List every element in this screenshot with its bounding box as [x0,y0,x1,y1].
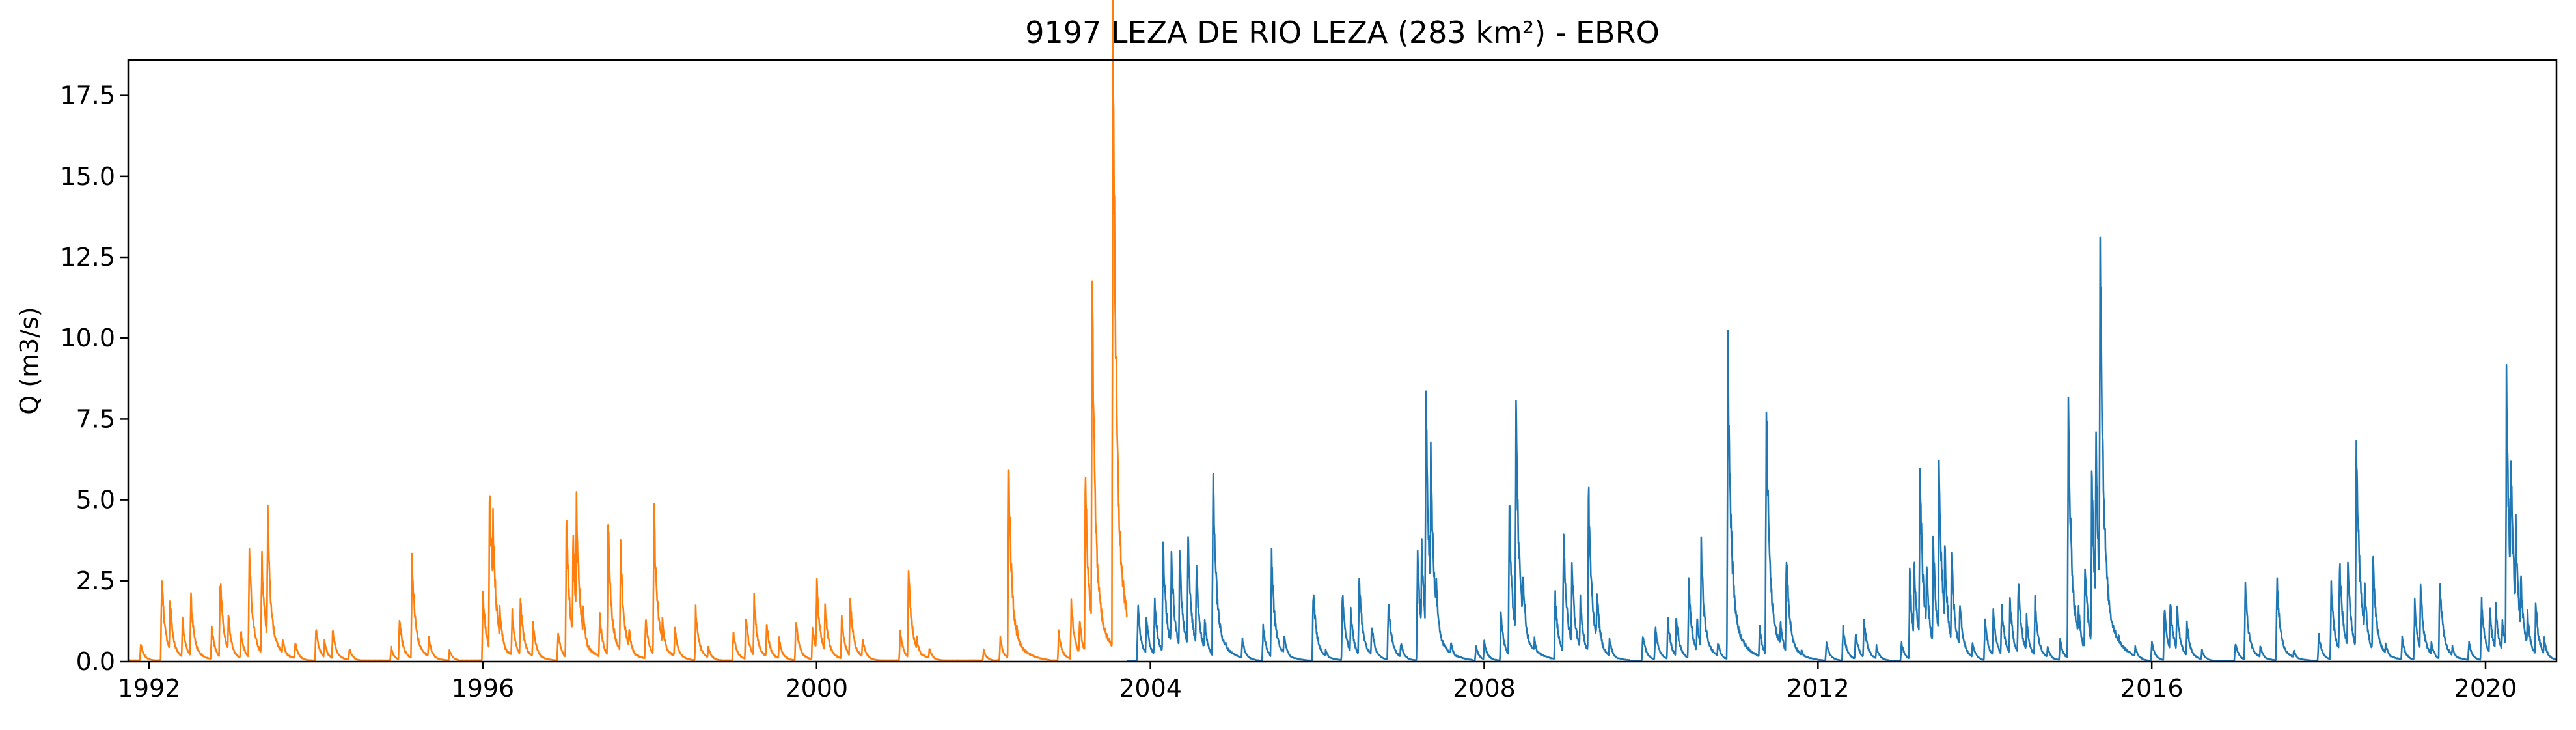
x-tick-label: 2012 [1787,674,1850,703]
y-tick-label: 15.0 [60,162,115,191]
y-tick-label: 5.0 [76,486,115,514]
x-tick-label: 2000 [785,674,848,703]
y-tick-label: 0.0 [76,647,115,676]
y-axis: 0.0 2.5 5.0 7.5 10.0 12.5 15.0 17.5 [60,81,128,676]
y-tick-label: 7.5 [76,404,115,433]
series-line-2 [1126,236,2557,662]
x-axis: 1992 1996 2000 2004 2008 2012 2016 2020 [118,662,2517,703]
x-tick-label: 2008 [1453,674,1516,703]
y-tick-label: 10.0 [60,324,115,352]
y-tick-label: 17.5 [60,81,115,110]
chart-title: 9197 LEZA DE RIO LEZA (283 km²) - EBRO [1025,15,1660,50]
x-tick-label: 2016 [2120,674,2184,703]
x-tick-label: 1992 [118,674,181,703]
series-layer [128,0,2557,662]
plot-frame [127,59,2558,663]
series-line-1 [128,0,1128,662]
x-tick-label: 2004 [1119,674,1182,703]
y-tick-label: 12.5 [60,243,115,272]
y-tick-label: 2.5 [76,567,115,595]
x-tick-label: 1996 [452,674,515,703]
x-tick-label: 2020 [2454,674,2517,703]
y-axis-title: Q (m3/s) [15,307,44,414]
